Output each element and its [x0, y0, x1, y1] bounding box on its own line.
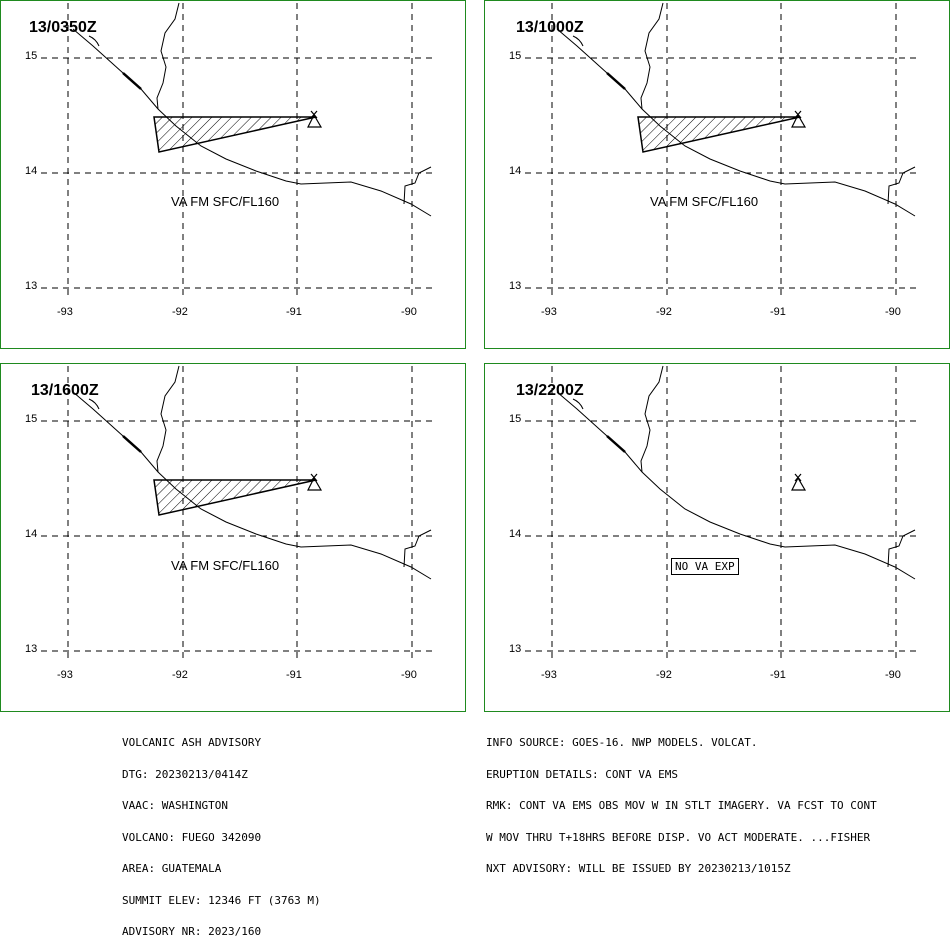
ash-cloud-polygon [637, 116, 801, 153]
advisory-header-block: VOLCANIC ASH ADVISORY DTG: 20230213/0414… [122, 717, 321, 948]
coastline [556, 391, 916, 580]
lat-label: 15 [509, 413, 522, 425]
lon-label: -92 [656, 669, 672, 681]
lon-label: -91 [286, 669, 302, 681]
lat-label: 14 [509, 528, 522, 540]
lat-label: 14 [25, 165, 38, 177]
volcano-vent-icon [794, 473, 802, 482]
panel-time: 13/1600Z [31, 382, 99, 399]
lon-label: -92 [172, 669, 188, 681]
volcano-vent-icon [310, 110, 318, 119]
lat-label: 14 [25, 528, 38, 540]
lon-label: -91 [770, 306, 786, 318]
advisory-line: ADVISORY NR: 2023/160 [122, 925, 262, 938]
volcano-vent-icon [310, 473, 318, 482]
advisory-line: VOLCANIC ASH ADVISORY [122, 736, 262, 749]
coastline [156, 365, 180, 473]
border-line [122, 435, 142, 453]
map-panel-2: 13/1000Z VA FM SFC/FL160 15 14 13 -93 -9… [484, 0, 950, 349]
coastline [156, 2, 180, 110]
coastline [887, 529, 916, 568]
advisory-line: W MOV THRU T+18HRS BEFORE DISP. VO ACT M… [486, 830, 871, 844]
map-panel-1: 13/0350Z VA FM SFC/FL160 15 14 13 -93 -9… [0, 0, 466, 349]
lat-label: 15 [509, 50, 522, 62]
coastline [88, 398, 100, 410]
lat-label: 13 [509, 643, 522, 655]
coastline [572, 398, 584, 410]
lon-label: -92 [172, 306, 188, 318]
lat-label: 15 [25, 413, 38, 425]
advisory-line: AREA: GUATEMALA [122, 862, 222, 875]
coastline [887, 166, 916, 205]
volcano-icon [791, 113, 807, 128]
volcano-icon [307, 113, 323, 128]
volcano-icon [791, 476, 807, 491]
lon-label: -93 [57, 306, 73, 318]
lon-label: -93 [57, 669, 73, 681]
lon-label: -90 [885, 306, 901, 318]
map-svg [525, 2, 917, 296]
lon-label: -93 [541, 669, 557, 681]
lon-label: -93 [541, 306, 557, 318]
lat-label: 13 [509, 280, 522, 292]
panel-time: 13/0350Z [29, 19, 97, 36]
coastline [403, 166, 432, 205]
advisory-line: RMK: CONT VA EMS OBS MOV W IN STLT IMAGE… [486, 799, 877, 812]
coastline [640, 365, 664, 473]
panel-time: 13/1000Z [516, 19, 584, 36]
advisory-line: DTG: 20230213/0414Z [122, 767, 248, 781]
advisory-details-block: INFO SOURCE: GOES-16. NWP MODELS. VOLCAT… [486, 717, 877, 885]
advisory-line: VOLCANO: FUEGO 342090 [122, 830, 262, 844]
va-label: VA FM SFC/FL160 [171, 558, 280, 573]
coastline [572, 35, 584, 47]
volcano-icon [307, 476, 323, 491]
lon-label: -90 [401, 669, 417, 681]
lon-label: -91 [286, 306, 302, 318]
advisory-line: SUMMIT ELEV: 12346 FT (3763 M) [122, 893, 321, 907]
map-panel-4: 13/2200Z NO VA EXP 15 14 13 -93 -92 -91 … [484, 363, 950, 712]
va-label: VA FM SFC/FL160 [171, 194, 280, 209]
lon-label: -92 [656, 306, 672, 318]
coastline [640, 2, 664, 110]
lon-label: -91 [770, 669, 786, 681]
coastline [403, 529, 432, 568]
ash-cloud-polygon [153, 479, 317, 516]
advisory-line: VAAC: WASHINGTON [122, 799, 228, 812]
ash-cloud-polygon [153, 116, 317, 153]
volcano-vent-icon [794, 110, 802, 119]
map-panel-3: 13/1600Z VA FM SFC/FL160 15 14 13 -93 -9… [0, 363, 466, 712]
map-svg [41, 2, 433, 296]
lat-label: 13 [25, 280, 38, 292]
lat-label: 15 [25, 50, 38, 62]
border-line [122, 72, 142, 90]
border-line [606, 72, 626, 90]
advisory-line: INFO SOURCE: GOES-16. NWP MODELS. VOLCAT… [486, 736, 758, 749]
map-svg [525, 365, 917, 659]
va-label: VA FM SFC/FL160 [650, 194, 759, 209]
lat-label: 14 [509, 165, 522, 177]
advisory-line: NXT ADVISORY: WILL BE ISSUED BY 20230213… [486, 862, 791, 875]
advisory-line: ERUPTION DETAILS: CONT VA EMS [486, 767, 679, 781]
panel-time: 13/2200Z [516, 382, 584, 399]
lon-label: -90 [885, 669, 901, 681]
lat-label: 13 [25, 643, 38, 655]
coastline [88, 35, 100, 47]
border-line [606, 435, 626, 453]
lon-label: -90 [401, 306, 417, 318]
no-va-box: NO VA EXP [671, 558, 739, 575]
map-svg [41, 365, 433, 659]
